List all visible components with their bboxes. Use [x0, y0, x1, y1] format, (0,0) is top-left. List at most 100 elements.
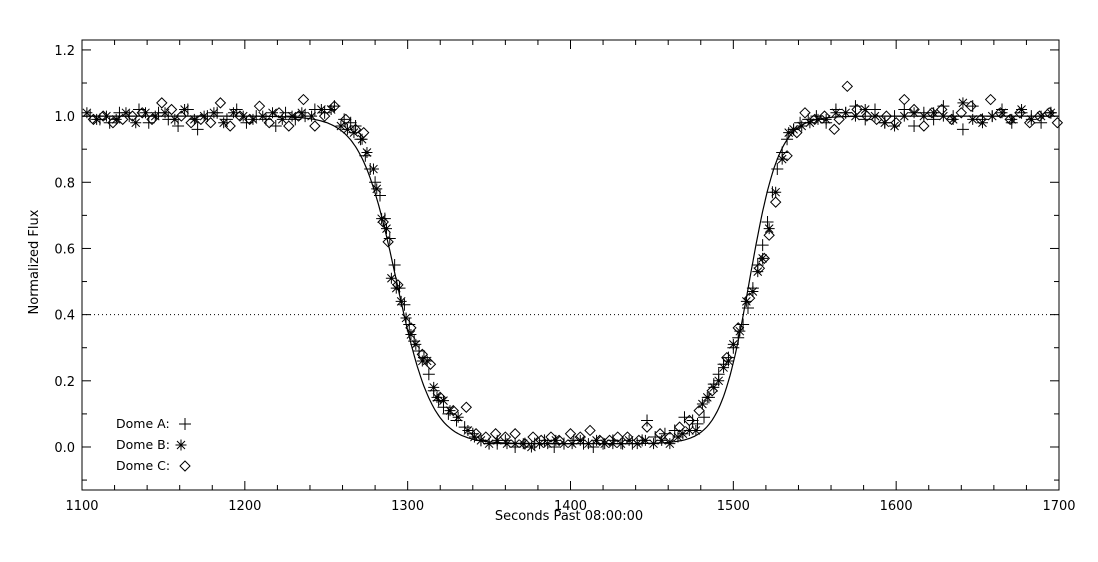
data-point-diamond [1004, 113, 1016, 126]
data-point-plus [794, 116, 807, 129]
data-point-diamond [434, 391, 446, 404]
data-point-diamond [424, 358, 437, 370]
data-point-asterisk [296, 107, 308, 119]
data-point-diamond [955, 107, 968, 119]
x-tick-label: 1300 [391, 499, 424, 514]
data-point-asterisk [957, 97, 969, 109]
data-point-diamond [107, 117, 119, 129]
data-point-asterisk [405, 328, 417, 340]
data-point-diamond [263, 117, 275, 129]
data-point-asterisk [1045, 107, 1057, 119]
data-point-plus [732, 331, 745, 344]
data-point-asterisk [267, 107, 279, 119]
y-tick-label: 0.2 [54, 375, 75, 390]
data-point-diamond [328, 100, 341, 112]
data-point-plus [908, 120, 921, 133]
data-point-diamond [519, 437, 531, 450]
data-point-diamond [1043, 107, 1055, 119]
data-point-asterisk [591, 434, 603, 446]
data-point-asterisk [130, 117, 142, 129]
data-point-diamond [945, 113, 958, 126]
data-point-asterisk [967, 113, 979, 125]
data-point-diamond [612, 431, 624, 443]
data-point-diamond [253, 100, 266, 112]
data-point-asterisk [380, 223, 392, 235]
data-point-diamond [693, 404, 705, 417]
legend-plus-icon [179, 418, 191, 430]
data-point-asterisk [918, 110, 930, 122]
data-point-plus [388, 259, 401, 271]
data-point-diamond [633, 434, 645, 447]
data-point-asterisk [1006, 113, 1018, 125]
data-point-diamond [564, 428, 577, 440]
y-tick-label: 0.6 [54, 242, 75, 257]
plot-frame [81, 39, 1060, 491]
data-point-asterisk [159, 107, 171, 119]
data-point-diamond [994, 107, 1007, 119]
data-point-asterisk [996, 107, 1008, 119]
data-point-diamond [283, 120, 295, 132]
data-point-asterisk [120, 107, 132, 119]
data-point-plus [678, 411, 691, 424]
data-point-asterisk [566, 438, 578, 450]
data-point-asterisk [361, 147, 373, 158]
data-point-diamond [357, 126, 370, 139]
data-point-diamond [340, 113, 352, 126]
data-point-plus [741, 302, 754, 315]
data-point-asterisk [986, 110, 998, 122]
data-point-asterisk [517, 438, 529, 450]
data-point-diamond [297, 93, 310, 106]
data-point-diamond [683, 414, 696, 427]
data-point-diamond [126, 110, 139, 122]
data-point-plus [132, 103, 145, 116]
data-point-diamond [165, 103, 178, 116]
data-point-asterisk [757, 252, 769, 264]
data-point-diamond [654, 428, 666, 440]
fit-curve-group [82, 115, 1059, 445]
data-point-plus [756, 239, 769, 252]
data-point-asterisk [648, 438, 660, 450]
data-point-diamond [405, 322, 417, 334]
data-point-asterisk [491, 434, 503, 446]
data-point-asterisk [385, 272, 397, 284]
y-tick-label: 0.8 [54, 176, 75, 191]
data-point-diamond [195, 113, 207, 126]
data-point-asterisk [683, 424, 695, 436]
data-point-plus [548, 440, 561, 453]
data-point-plus [966, 100, 979, 113]
data-point-asterisk [525, 441, 537, 453]
data-point-plus [686, 414, 699, 427]
series-domeb [81, 97, 1057, 453]
plot-frame-border [81, 39, 1060, 491]
data-point-asterisk [615, 438, 627, 450]
data-point-asterisk [341, 123, 353, 135]
data-point-asterisk [727, 338, 739, 350]
legend-entry-dome-b: Dome B: [116, 437, 187, 452]
legend-asterisk-icon [175, 439, 187, 451]
y-tick-label: 1.0 [54, 110, 75, 125]
data-point-asterisk [747, 285, 759, 297]
data-point-asterisk [796, 120, 808, 132]
data-point-diamond [769, 196, 782, 208]
data-point-asterisk [812, 113, 824, 125]
data-point-asterisk [713, 375, 725, 387]
data-point-diamond [818, 110, 831, 122]
data-point-asterisk [763, 223, 775, 235]
data-point-diamond [965, 100, 977, 112]
data-point-asterisk [371, 183, 383, 195]
data-point-asterisk [81, 107, 93, 119]
data-point-asterisk [898, 110, 910, 122]
data-point-asterisk [437, 395, 449, 407]
legend-marker-dome-b [175, 439, 187, 451]
data-point-plus [761, 215, 774, 228]
legend-label-dome-a: Dome A: [116, 416, 170, 431]
data-point-diamond [1051, 117, 1064, 129]
fit-curve-line [82, 115, 1059, 445]
data-point-asterisk [367, 163, 379, 175]
axis-ticks-group [81, 40, 1060, 490]
data-point-asterisk [830, 107, 842, 119]
data-point-asterisk [149, 110, 161, 122]
data-point-diamond [545, 431, 557, 443]
legend-diamond-icon [179, 460, 191, 472]
